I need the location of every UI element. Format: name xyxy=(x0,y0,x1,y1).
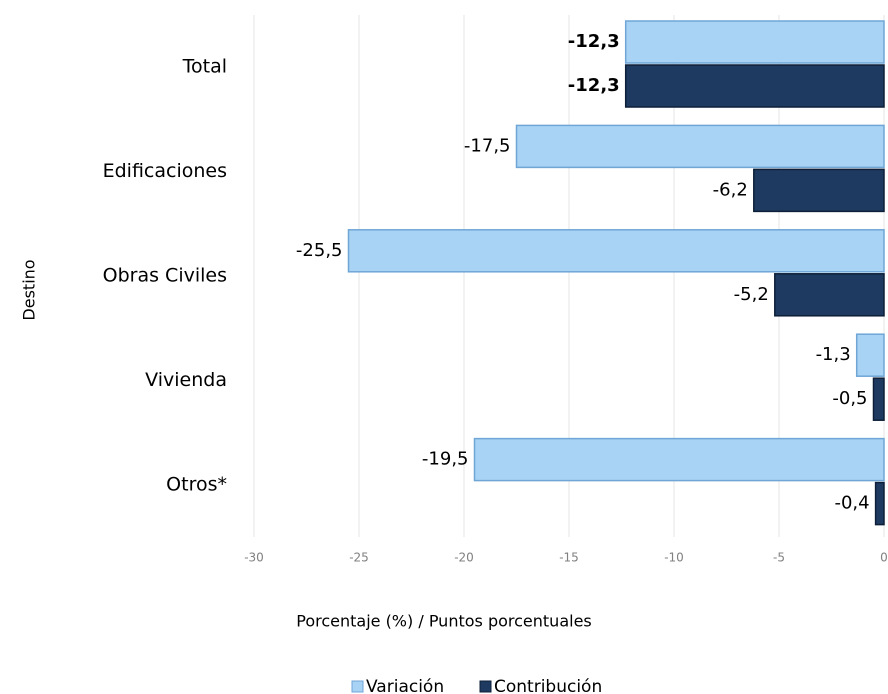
y-tick-label: Total xyxy=(182,56,227,78)
legend-label: Contribución xyxy=(494,677,602,694)
bar xyxy=(874,481,885,526)
legend-label: Variación xyxy=(366,677,444,694)
data-label: -0,4 xyxy=(834,493,869,514)
bar xyxy=(624,64,885,108)
data-label: -6,2 xyxy=(713,179,748,200)
x-tick-label: 0 xyxy=(880,551,888,565)
data-label: -25,5 xyxy=(296,240,343,261)
bar xyxy=(855,333,885,377)
x-tick-label: -25 xyxy=(349,551,369,565)
data-label: -12,3 xyxy=(568,75,620,96)
legend-swatch xyxy=(351,680,364,693)
data-label: -12,3 xyxy=(568,31,620,52)
legend-swatch xyxy=(479,680,492,693)
y-tick-label: Vivienda xyxy=(145,369,227,391)
x-tick-label: -30 xyxy=(244,551,264,565)
y-tick-label: Edificaciones xyxy=(103,160,227,182)
bar xyxy=(774,273,885,317)
x-axis-label: Porcentaje (%) / Puntos porcentuales xyxy=(296,612,592,631)
y-axis-label: Destino xyxy=(20,259,39,320)
y-tick-label: Otros* xyxy=(166,473,227,495)
bar xyxy=(515,124,885,169)
data-label: -0,5 xyxy=(832,388,867,409)
bar xyxy=(624,20,885,64)
bar xyxy=(473,437,885,482)
y-tick-label: Obras Civiles xyxy=(103,265,227,287)
x-tick-label: -10 xyxy=(664,551,684,565)
bar xyxy=(753,168,885,213)
data-label: -1,3 xyxy=(816,344,851,365)
bar xyxy=(347,229,885,273)
data-label: -19,5 xyxy=(422,449,469,470)
x-tick-label: -20 xyxy=(454,551,474,565)
x-tick-label: -15 xyxy=(559,551,579,565)
data-label: -17,5 xyxy=(464,135,511,156)
data-label: -5,2 xyxy=(734,284,769,305)
x-tick-label: -5 xyxy=(773,551,785,565)
bar xyxy=(872,377,885,421)
